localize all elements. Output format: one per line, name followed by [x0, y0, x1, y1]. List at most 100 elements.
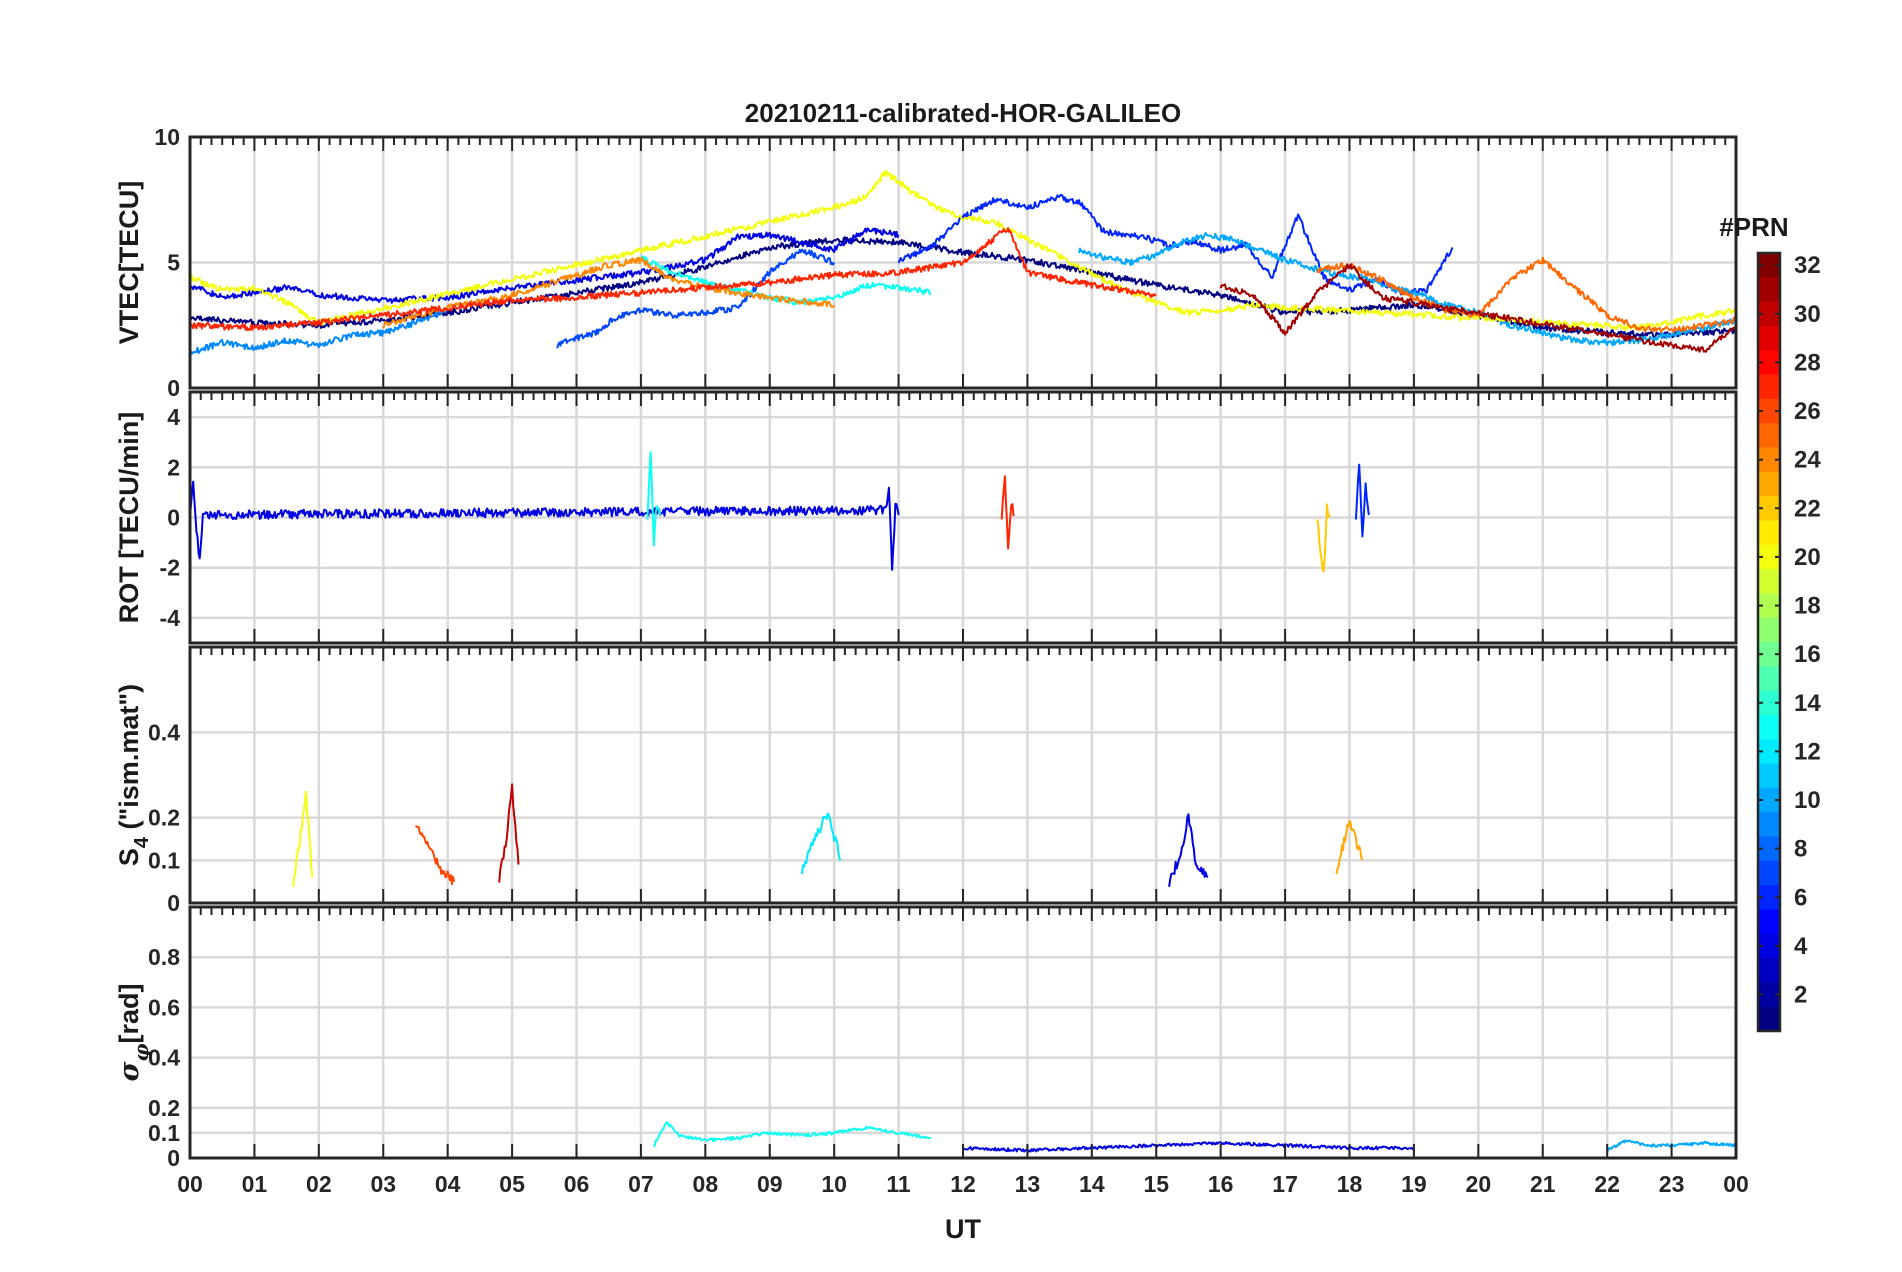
colorbar-tick-label: 14	[1794, 690, 1821, 717]
y-axis-label: ROT [TECU/min]	[114, 412, 144, 623]
colorbar-swatch	[1758, 325, 1780, 351]
colorbar-swatch	[1758, 909, 1780, 935]
y-tick-label: 0	[167, 375, 180, 401]
series-line-prn-7	[556, 248, 836, 349]
colorbar-tick-label: 8	[1794, 836, 1807, 863]
colorbar-swatch	[1758, 593, 1780, 619]
colorbar-swatch	[1758, 301, 1780, 327]
panel-3: 0 0.1 0.2 0.4S4 ("ism.mat")	[114, 645, 1738, 916]
x-tick-label: 00	[177, 1171, 203, 1197]
colorbar-tick-label: 20	[1794, 544, 1821, 571]
x-tick-label: 02	[306, 1171, 332, 1197]
colorbar-tick-label: 30	[1794, 301, 1821, 328]
colorbar-swatch	[1758, 739, 1780, 765]
series-line-prn-26	[414, 825, 456, 886]
x-tick-label: 04	[435, 1171, 461, 1197]
x-tick-label: 09	[757, 1171, 783, 1197]
x-tick-label: 18	[1337, 1171, 1363, 1197]
y-tick-label: -4	[160, 605, 181, 631]
y-tick-label: 0.1	[148, 847, 180, 873]
x-tick-label: 16	[1208, 1171, 1234, 1197]
y-tick-label: 0.2	[148, 1095, 180, 1121]
series-line-prn-20	[292, 790, 314, 887]
x-tick-label: 15	[1143, 1171, 1169, 1197]
colorbar-swatch	[1758, 471, 1780, 497]
series-line-prn-13	[646, 451, 662, 547]
colorbar-swatch	[1758, 666, 1780, 692]
panel-data	[190, 451, 1370, 573]
series-line-prn-12	[801, 812, 842, 875]
y-tick-label: 2	[167, 454, 180, 480]
y-tick-label: 0.8	[148, 944, 180, 970]
series-line-prn-24	[382, 256, 836, 329]
colorbar-tick-label: 10	[1794, 787, 1821, 814]
colorbar-swatch	[1758, 763, 1780, 789]
colorbar-swatch	[1758, 933, 1780, 959]
x-tick-label: 13	[1015, 1171, 1041, 1197]
colorbar-tick-label: 6	[1794, 884, 1807, 911]
y-tick-label: 0.2	[148, 805, 180, 831]
x-tick-label: 08	[693, 1171, 719, 1197]
colorbar-swatch	[1758, 398, 1780, 424]
colorbar-swatch	[1758, 714, 1780, 740]
y-axis-label: S4 ("ism.mat")	[114, 684, 153, 866]
x-tick-label: 05	[499, 1171, 525, 1197]
colorbar-swatch	[1758, 836, 1780, 862]
x-tick-label: 20	[1466, 1171, 1492, 1197]
panel-4: 00.10.2 0.4 0.6 0.8 σφ[rad]	[114, 905, 1738, 1171]
colorbar-frame	[1756, 251, 1782, 1033]
y-tick-label: 0.4	[148, 719, 180, 745]
colorbar-swatch	[1758, 374, 1780, 400]
y-tick-label: 0	[167, 890, 180, 916]
colorbar-tick-label: 24	[1794, 447, 1821, 474]
series-line-prn-23	[1335, 819, 1364, 875]
colorbar-swatch	[1758, 812, 1780, 838]
colorbar-swatch	[1758, 642, 1780, 667]
colorbar-swatch	[1758, 569, 1780, 594]
y-tick-label: 4	[167, 404, 180, 430]
colorbar-swatch	[1758, 277, 1780, 303]
y-tick-label: 10	[154, 124, 180, 150]
x-tick-label: 19	[1401, 1171, 1427, 1197]
colorbar-tick-label: 26	[1794, 398, 1821, 425]
colorbar-swatch	[1758, 982, 1780, 1008]
series-line-prn-4	[190, 480, 900, 571]
colorbar-swatch	[1758, 520, 1780, 546]
y-tick-label: 0.1	[148, 1120, 180, 1146]
colorbar-swatch	[1758, 787, 1780, 813]
series-line-prn-27	[1000, 475, 1015, 550]
y-tick-label: 0.6	[148, 994, 180, 1020]
series-line-prn-13	[652, 1121, 931, 1148]
x-tick-label: 07	[628, 1171, 654, 1197]
series-line-prn-22	[1316, 503, 1331, 573]
colorbar-swatch	[1758, 1006, 1780, 1032]
x-tick-label: 12	[950, 1171, 976, 1197]
x-tick-label: 21	[1530, 1171, 1556, 1197]
panel-data	[292, 783, 1364, 887]
chart-title: 20210211-calibrated-HOR-GALILEO	[745, 98, 1181, 128]
series-line-prn-25	[1316, 256, 1736, 334]
x-tick-label: 10	[821, 1171, 847, 1197]
colorbar-tick-label: 18	[1794, 593, 1821, 620]
x-tick-label: 23	[1659, 1171, 1685, 1197]
colorbar-label: #PRN	[1719, 212, 1788, 242]
series-line-prn-31	[1219, 263, 1736, 353]
colorbar-swatch	[1758, 690, 1780, 716]
colorbar-swatch	[1758, 423, 1780, 449]
colorbar-swatch	[1758, 860, 1780, 886]
x-tick-label: 22	[1594, 1171, 1620, 1197]
x-tick-label: 11	[886, 1171, 911, 1197]
series-line-prn-9	[190, 306, 449, 357]
y-axis-label: σφ[rad]	[114, 983, 153, 1081]
x-tick-label: 03	[370, 1171, 396, 1197]
colorbar-swatch	[1758, 544, 1780, 570]
panel-2: -4 -2 0 2 4 ROT [TECU/min]	[114, 390, 1738, 645]
y-axis-label: VTEC[TECU]	[114, 181, 144, 345]
series-line-prn-27	[190, 227, 1157, 332]
series-line-prn-20	[190, 169, 1736, 331]
x-tick-label: 06	[564, 1171, 590, 1197]
x-tick-label: 00	[1723, 1171, 1749, 1197]
colorbar-tick-label: 32	[1794, 252, 1821, 279]
